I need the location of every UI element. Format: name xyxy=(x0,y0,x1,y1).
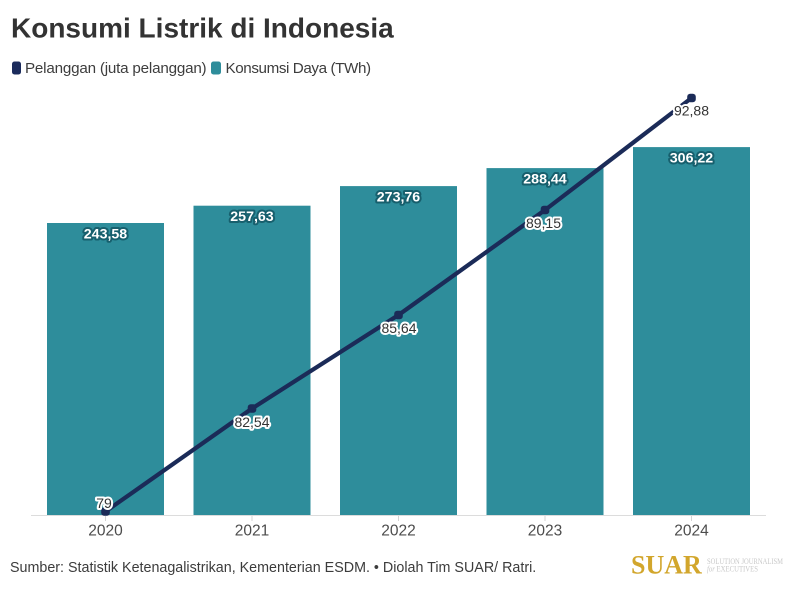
svg-text:SUAR: SUAR xyxy=(631,551,702,580)
svg-text:288,44: 288,44 xyxy=(523,172,567,188)
svg-text:273,76: 273,76 xyxy=(377,190,421,206)
svg-text:Pelanggan (juta pelanggan): Pelanggan (juta pelanggan) xyxy=(25,60,207,77)
svg-text:92,88: 92,88 xyxy=(674,103,709,119)
svg-text:for EXECUTIVES: for EXECUTIVES xyxy=(707,564,758,574)
svg-text:2023: 2023 xyxy=(528,523,562,540)
svg-text:257,63: 257,63 xyxy=(230,209,274,225)
svg-text:Sumber: Statistik Ketenagalist: Sumber: Statistik Ketenagalistrikan, Kem… xyxy=(10,560,536,576)
svg-text:85,64: 85,64 xyxy=(381,320,416,336)
svg-text:Konsumi Listrik di Indonesia: Konsumi Listrik di Indonesia xyxy=(11,13,394,44)
svg-text:89,15: 89,15 xyxy=(526,215,561,231)
svg-text:Konsumsi Daya (TWh): Konsumsi Daya (TWh) xyxy=(226,60,371,77)
svg-text:79: 79 xyxy=(96,495,112,511)
svg-text:SOLUTION JOURNALISM: SOLUTION JOURNALISM xyxy=(707,556,783,566)
svg-text:306,22: 306,22 xyxy=(670,151,714,167)
svg-text:2022: 2022 xyxy=(381,523,415,540)
svg-text:2020: 2020 xyxy=(88,523,123,540)
svg-text:243,58: 243,58 xyxy=(84,227,128,243)
svg-text:82,54: 82,54 xyxy=(234,414,269,430)
svg-text:2024: 2024 xyxy=(674,523,709,540)
svg-text:2021: 2021 xyxy=(235,523,269,540)
